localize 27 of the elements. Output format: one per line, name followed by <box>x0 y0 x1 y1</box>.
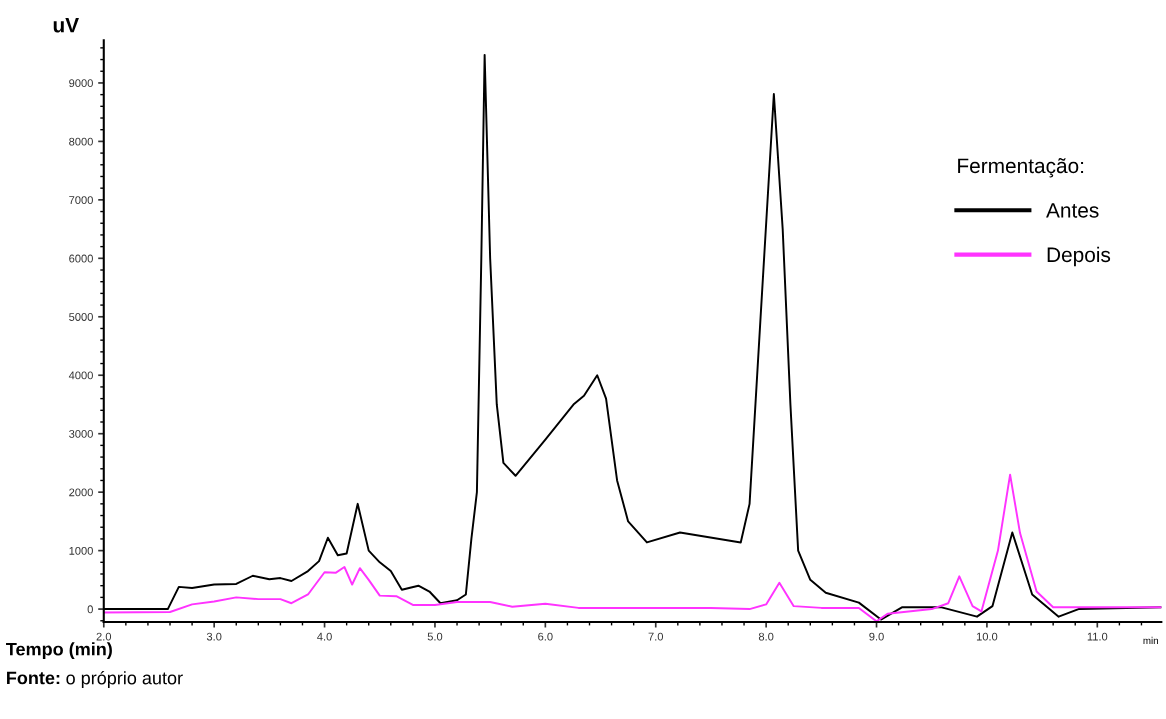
text: min <box>1143 636 1158 644</box>
y-tick-label: 3000 <box>69 429 93 438</box>
y-tick-label: 2000 <box>69 488 93 497</box>
source-note: Fonte: o próprio autor <box>7 670 183 688</box>
x-tick-label: 7.0 <box>648 632 664 641</box>
legend-title: Fermentação: <box>958 158 1084 178</box>
y-tick-label: 1000 <box>69 546 93 555</box>
y-tick-label: 9000 <box>69 79 93 88</box>
x-tick-label: 2.0 <box>96 632 112 641</box>
y-tick-label: 6000 <box>69 254 93 263</box>
x-tick-label: 6.0 <box>538 632 553 641</box>
x-tick-label: 8.0 <box>758 632 774 641</box>
y-axis-title: uV <box>53 18 79 33</box>
y-tick-label: 8000 <box>69 137 93 146</box>
legend-label: Depois <box>1047 246 1111 267</box>
y-tick-label: 0 <box>87 605 93 614</box>
x-tick-label: 5.0 <box>427 632 443 641</box>
y-tick-label: 5000 <box>69 313 93 321</box>
x-tick-label: 3.0 <box>206 632 222 641</box>
y-tick-label: 7000 <box>69 196 93 204</box>
x-axis-title: Tempo (min) <box>6 642 112 660</box>
x-tick-label: 10.0 <box>976 632 998 641</box>
y-tick-label: 4000 <box>68 371 93 380</box>
x-tick-label: 4.0 <box>317 632 332 641</box>
x-tick-label: 11.0 <box>1087 632 1108 641</box>
x-tick-label: 9.0 <box>869 632 884 641</box>
legend-label: Antes <box>1046 203 1099 218</box>
